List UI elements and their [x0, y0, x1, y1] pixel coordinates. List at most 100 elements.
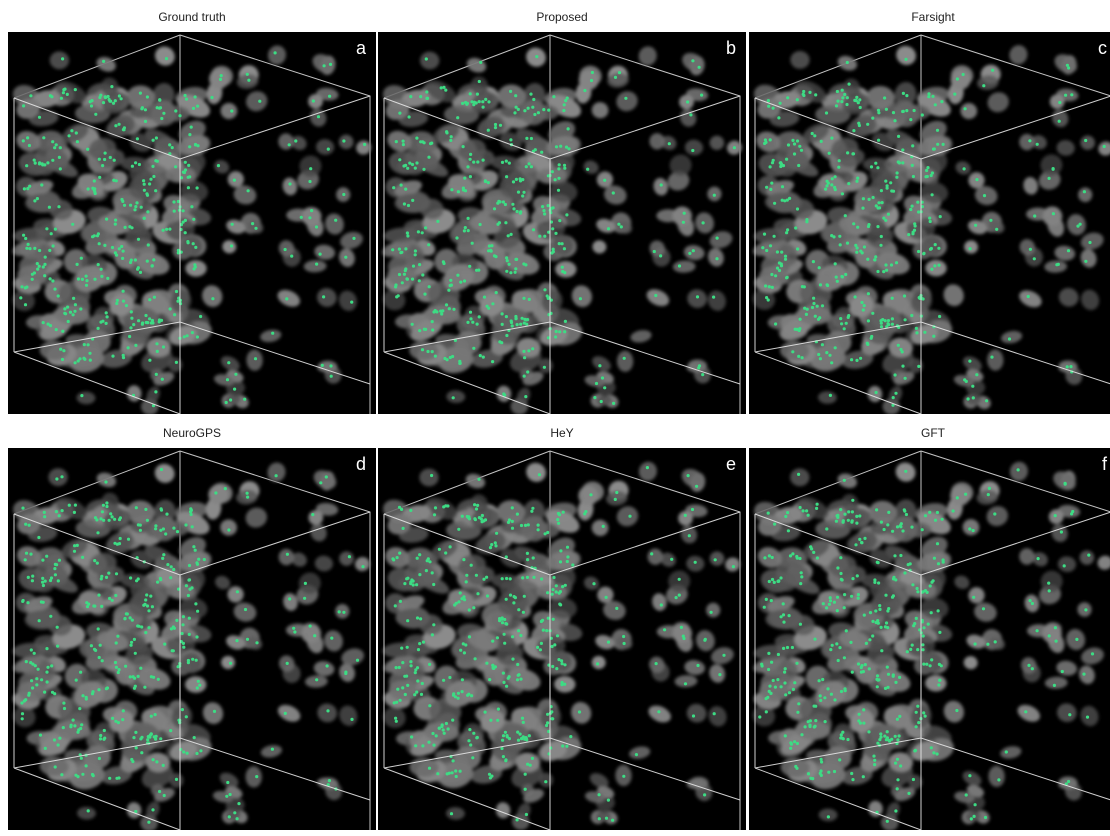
cell-blob [678, 510, 693, 526]
cell-blob [144, 545, 175, 566]
marker-dot [918, 628, 922, 632]
marker-dot [96, 531, 100, 535]
marker-dot [115, 776, 119, 780]
marker-dot [144, 507, 148, 511]
marker-dot [928, 510, 932, 514]
marker-dot [27, 691, 31, 695]
marker-dot [562, 108, 566, 113]
marker-dot [104, 321, 108, 325]
cell-blob [431, 540, 458, 560]
cell-blob [484, 246, 507, 270]
marker-dot [1070, 93, 1074, 97]
marker-dot [875, 685, 879, 689]
marker-dot [422, 167, 426, 171]
cell-blob [13, 656, 42, 673]
marker-dot [540, 577, 544, 581]
marker-dot [361, 565, 365, 569]
marker-dot [417, 279, 421, 283]
cell-blob [61, 538, 88, 558]
marker-dot [921, 634, 925, 638]
marker-dot [456, 190, 460, 194]
cell-blob [470, 76, 489, 95]
marker-dot [468, 264, 472, 268]
marker-dot [53, 287, 57, 291]
marker-dot [835, 595, 840, 599]
marker-dot [782, 620, 786, 624]
marker-dot [314, 225, 319, 229]
cell-blob [283, 593, 298, 611]
marker-dot [796, 247, 800, 251]
marker-dot [25, 246, 29, 250]
marker-dot [324, 475, 328, 479]
marker-dot [551, 617, 555, 621]
marker-dot [347, 555, 351, 559]
cell-blob [401, 89, 431, 108]
marker-dot [112, 158, 116, 162]
marker-dot [847, 182, 851, 186]
marker-dot [928, 219, 932, 224]
cell-blob [707, 248, 724, 267]
cell-blob [423, 722, 460, 742]
marker-dot [177, 587, 181, 591]
marker-dot [24, 522, 28, 526]
cell-blob [966, 634, 986, 649]
marker-dot [1036, 557, 1040, 561]
cell-blob [752, 289, 776, 310]
marker-dot [128, 334, 132, 339]
marker-dot [500, 577, 504, 581]
marker-dot [427, 243, 431, 247]
marker-dot [430, 350, 434, 354]
marker-dot [881, 318, 885, 322]
marker-dot [898, 714, 902, 718]
marker-dot [443, 356, 447, 361]
cell-blob [908, 774, 923, 790]
cell-blob [526, 462, 547, 482]
marker-dot [159, 467, 164, 472]
marker-dot [566, 555, 570, 559]
marker-dot [814, 719, 818, 723]
cell-blob [48, 468, 68, 487]
cell-blob [16, 131, 41, 152]
marker-dot [142, 182, 146, 186]
marker-dot [33, 161, 37, 165]
cell-blob [849, 294, 874, 318]
marker-dot [42, 136, 46, 140]
marker-dot [861, 670, 865, 674]
marker-dot [68, 310, 73, 314]
marker-dot [342, 139, 346, 143]
marker-dot [156, 580, 160, 584]
marker-dot [935, 128, 940, 132]
marker-dot [20, 701, 24, 705]
marker-dot [778, 101, 782, 105]
marker-dot [557, 176, 561, 180]
marker-dot [283, 711, 287, 715]
marker-dot [410, 735, 414, 739]
marker-dot [764, 140, 768, 144]
cell-blob [1097, 555, 1110, 570]
cell-blob [465, 473, 486, 489]
marker-dot [471, 756, 475, 760]
marker-dot [891, 673, 895, 677]
marker-dot [915, 586, 919, 591]
marker-dot [40, 678, 44, 682]
marker-dot [394, 666, 398, 670]
marker-dot [61, 91, 65, 95]
marker-dot [891, 577, 896, 581]
marker-dot [105, 504, 109, 509]
marker-dot [922, 662, 926, 666]
marker-dot [400, 646, 404, 650]
cell-blob [511, 290, 539, 314]
marker-dot [856, 225, 860, 229]
marker-dot [53, 562, 58, 566]
marker-dot [53, 573, 58, 577]
marker-dot [108, 155, 112, 160]
marker-dot [546, 721, 550, 725]
marker-dot [315, 678, 319, 682]
marker-dot [876, 621, 880, 625]
marker-dot [622, 356, 626, 360]
marker-dot [842, 656, 846, 660]
marker-dot [57, 205, 61, 209]
marker-dot [472, 103, 476, 107]
marker-dot [19, 296, 23, 300]
marker-dot [134, 506, 138, 510]
